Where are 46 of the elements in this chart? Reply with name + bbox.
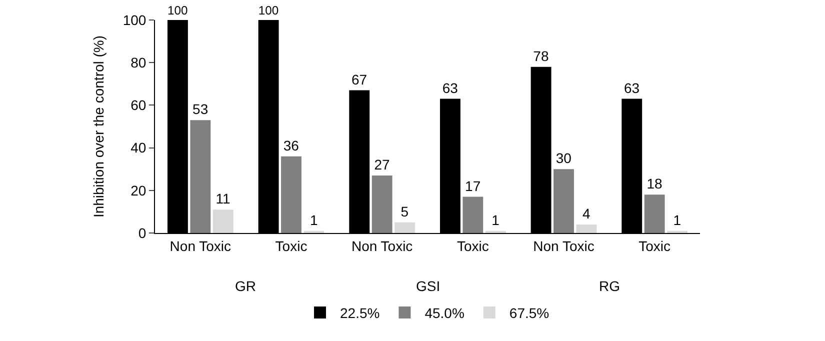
bar (394, 222, 416, 233)
bar (644, 194, 665, 233)
data-label: 1 (492, 212, 500, 228)
bar (212, 210, 234, 233)
legend-label: 67.5% (509, 304, 550, 321)
data-label: 1 (673, 212, 682, 228)
data-label: 100 (168, 3, 188, 18)
data-label: 53 (192, 101, 208, 118)
bar (190, 120, 211, 233)
data-label: 36 (283, 137, 300, 154)
data-label: 27 (374, 156, 390, 172)
y-axis-title: Inhibition over the control (%) (90, 35, 106, 218)
data-label: 11 (216, 190, 230, 207)
data-label: 63 (624, 80, 640, 96)
bar (554, 169, 574, 233)
text: GR (235, 278, 256, 294)
y-tick-label: 80 (130, 54, 146, 70)
data-label: 18 (646, 176, 662, 192)
y-tick-label: 40 (130, 140, 146, 156)
data-label: 78 (533, 48, 549, 64)
bar (462, 196, 484, 233)
x-tick-label: Non Toxic (170, 238, 232, 254)
data-label: 63 (442, 80, 458, 96)
y-tick-label: 100 (122, 12, 146, 28)
data-label: 5 (400, 203, 409, 220)
data-label: 67 (351, 71, 368, 88)
bar (281, 156, 302, 233)
y-tick-label: 20 (130, 182, 146, 198)
x-tick-label: Toxic (275, 238, 308, 254)
y-tick-label: 60 (130, 97, 146, 114)
legend-label: 45.0% (424, 304, 464, 321)
text: GSI (416, 278, 440, 294)
x-tick-label: Toxic (456, 238, 489, 254)
bar (576, 224, 597, 233)
legend-label: 22.5% (340, 304, 380, 321)
x-tick-label: Toxic (638, 238, 671, 254)
y-tick-label: 0 (138, 224, 146, 241)
bar (372, 175, 392, 233)
data-label: 30 (556, 150, 572, 166)
x-tick-label: Non Toxic (533, 238, 594, 254)
data-label: 17 (465, 178, 481, 194)
x-tick-label: Non Toxic (351, 238, 413, 254)
data-label: 1 (310, 212, 318, 228)
data-label: 100 (258, 3, 279, 18)
text: RG (599, 278, 620, 294)
data-label: 4 (582, 205, 590, 222)
